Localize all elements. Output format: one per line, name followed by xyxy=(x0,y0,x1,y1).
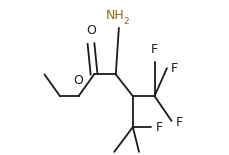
Text: O: O xyxy=(73,74,83,87)
Text: F: F xyxy=(155,121,163,134)
Text: 2: 2 xyxy=(123,17,129,26)
Text: F: F xyxy=(170,62,177,75)
Text: F: F xyxy=(150,43,157,56)
Text: F: F xyxy=(175,116,182,129)
Text: O: O xyxy=(86,24,95,37)
Text: NH: NH xyxy=(105,9,124,22)
